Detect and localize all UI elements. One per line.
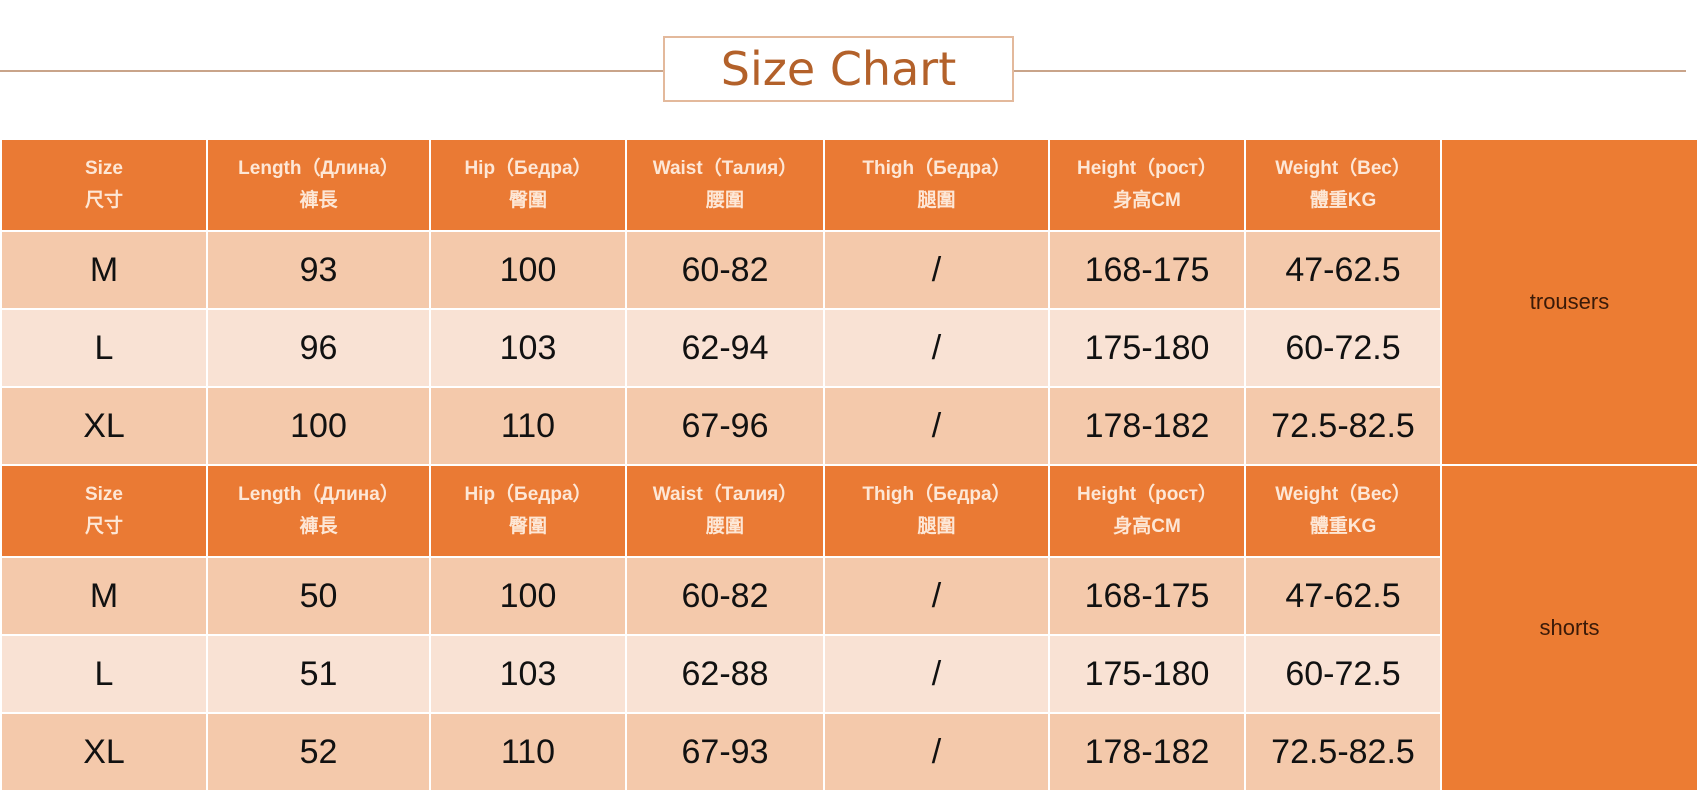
header-label-cn: 身高CM bbox=[1113, 190, 1181, 211]
header-label-en: Waist（Талия） bbox=[652, 158, 798, 179]
header-label-cn: 體重KG bbox=[1309, 516, 1377, 537]
page-title: Size Chart bbox=[663, 36, 1014, 102]
table-cell: / bbox=[823, 230, 1050, 310]
table-cell: M bbox=[0, 556, 208, 636]
table-cell: 47-62.5 bbox=[1244, 230, 1442, 310]
table-cell: 100 bbox=[206, 386, 431, 466]
table-cell: 168-175 bbox=[1048, 556, 1246, 636]
table-cell: L bbox=[0, 634, 208, 714]
table-cell: 110 bbox=[429, 712, 627, 792]
header-cell: Size 尺寸 bbox=[0, 138, 208, 232]
title-rule-right bbox=[1014, 70, 1686, 72]
table-row: M 50 100 60-82/168-175 47-62.5 bbox=[0, 556, 1698, 636]
header-label-cn: 腿圍 bbox=[917, 516, 956, 537]
header-cell: Weight（Вес） 體重KG bbox=[1244, 464, 1442, 558]
table-row: XL 52 110 67-93/178-182 72.5-82.5 bbox=[0, 712, 1698, 792]
header-label-cn: 尺寸 bbox=[84, 516, 123, 537]
header-cell: Hip（Бедра） 臀圍 bbox=[429, 464, 627, 558]
header-label-en: Waist（Талия） bbox=[652, 484, 798, 505]
header-label-en: Length（Длина） bbox=[238, 484, 399, 505]
table-cell: 60-82 bbox=[625, 230, 825, 310]
table-cell: 60-72.5 bbox=[1244, 308, 1442, 388]
header-label-en: Thigh（Бедра） bbox=[862, 158, 1011, 179]
table-cell: XL bbox=[0, 712, 208, 792]
size-chart-table: Size 尺寸 Length（Длина） 褲長 Hip（Бедра） 臀圍 Waist（Т… bbox=[0, 138, 1699, 792]
table-cell: / bbox=[823, 712, 1050, 792]
table-cell: 100 bbox=[429, 556, 627, 636]
header-label-en: Weight（Вес） bbox=[1275, 484, 1411, 505]
header-cell: Hip（Бедра） 臀圍 bbox=[429, 138, 627, 232]
header-label-cn: 腿圍 bbox=[917, 190, 956, 211]
table-row: L 96 103 62-94/175-180 60-72.5 bbox=[0, 308, 1698, 388]
table-cell: 110 bbox=[429, 386, 627, 466]
header-label-en: Size bbox=[84, 484, 124, 505]
table-cell: / bbox=[823, 556, 1050, 636]
header-cell: Length（Длина） 褲長 bbox=[206, 138, 431, 232]
table-cell: L bbox=[0, 308, 208, 388]
table-row: L 51 103 62-88/175-180 60-72.5 bbox=[0, 634, 1698, 714]
table-cell: 47-62.5 bbox=[1244, 556, 1442, 636]
table-cell: 178-182 bbox=[1048, 386, 1246, 466]
table-cell: 175-180 bbox=[1048, 308, 1246, 388]
table-row: M 93 100 60-82/168-175 47-62.5 bbox=[0, 230, 1698, 310]
header-cell: Height（рост） 身高CM bbox=[1048, 138, 1246, 232]
table-cell: 51 bbox=[206, 634, 431, 714]
header-label-cn: 褲長 bbox=[299, 516, 338, 537]
table-cell: XL bbox=[0, 386, 208, 466]
header-cell: Waist（Талия） 腰圍 bbox=[625, 138, 825, 232]
header-label-en: Height（рост） bbox=[1077, 158, 1217, 179]
table-cell: 178-182 bbox=[1048, 712, 1246, 792]
header-label-cn: 臀圍 bbox=[508, 516, 547, 537]
header-row: Size 尺寸 Length（Длина） 褲長 Hip（Бедра） 臀圍 Waist（Т… bbox=[0, 464, 1699, 792]
title-rule-left bbox=[0, 70, 663, 72]
section-label-trousers: trousers bbox=[1440, 138, 1699, 466]
table-cell: / bbox=[823, 634, 1050, 714]
table-cell: 93 bbox=[206, 230, 431, 310]
table-cell: 62-88 bbox=[625, 634, 825, 714]
header-label-cn: 身高CM bbox=[1113, 516, 1181, 537]
table-cell: 67-96 bbox=[625, 386, 825, 466]
section-label-shorts: shorts bbox=[1440, 464, 1699, 792]
header-cell: Size 尺寸 bbox=[0, 464, 208, 558]
header-label-en: Weight（Вес） bbox=[1275, 158, 1411, 179]
table-row: XL 100 110 67-96/178-182 72.5-82.5 bbox=[0, 386, 1698, 466]
header-label-cn: 臀圍 bbox=[508, 190, 547, 211]
table-cell: / bbox=[823, 308, 1050, 388]
table-cell: 60-82 bbox=[625, 556, 825, 636]
header-cell: Weight（Вес） 體重KG bbox=[1244, 138, 1442, 232]
table-cell: 60-72.5 bbox=[1244, 634, 1442, 714]
table-cell: 103 bbox=[429, 634, 627, 714]
header-cell: Thigh（Бедра） 腿圍 bbox=[823, 464, 1050, 558]
table-cell: / bbox=[823, 386, 1050, 466]
table-cell: 50 bbox=[206, 556, 431, 636]
header-cell: Length（Длина） 褲長 bbox=[206, 464, 431, 558]
table-cell: M bbox=[0, 230, 208, 310]
table-cell: 62-94 bbox=[625, 308, 825, 388]
header-cell: Thigh（Бедра） 腿圍 bbox=[823, 138, 1050, 232]
header-label-en: Hip（Бедра） bbox=[464, 158, 592, 179]
header-label-en: Hip（Бедра） bbox=[464, 484, 592, 505]
table-cell: 100 bbox=[429, 230, 627, 310]
header-label-cn: 褲長 bbox=[299, 190, 338, 211]
table-cell: 103 bbox=[429, 308, 627, 388]
table-cell: 72.5-82.5 bbox=[1244, 386, 1442, 466]
header-label-en: Thigh（Бедра） bbox=[862, 484, 1011, 505]
header-label-cn: 體重KG bbox=[1309, 190, 1377, 211]
header-row: Size 尺寸 Length（Длина） 褲長 Hip（Бедра） 臀圍 Waist（Т… bbox=[0, 138, 1699, 466]
header-label-en: Height（рост） bbox=[1077, 484, 1217, 505]
header-label-cn: 腰圍 bbox=[705, 190, 744, 211]
header-label-cn: 尺寸 bbox=[84, 190, 123, 211]
header-cell: Height（рост） 身高CM bbox=[1048, 464, 1246, 558]
header-label-en: Length（Длина） bbox=[238, 158, 399, 179]
header-label-en: Size bbox=[84, 158, 124, 179]
table-cell: 96 bbox=[206, 308, 431, 388]
table-cell: 52 bbox=[206, 712, 431, 792]
header-cell: Waist（Талия） 腰圍 bbox=[625, 464, 825, 558]
table-cell: 168-175 bbox=[1048, 230, 1246, 310]
table-cell: 67-93 bbox=[625, 712, 825, 792]
table-cell: 175-180 bbox=[1048, 634, 1246, 714]
header-label-cn: 腰圍 bbox=[705, 516, 744, 537]
table-cell: 72.5-82.5 bbox=[1244, 712, 1442, 792]
